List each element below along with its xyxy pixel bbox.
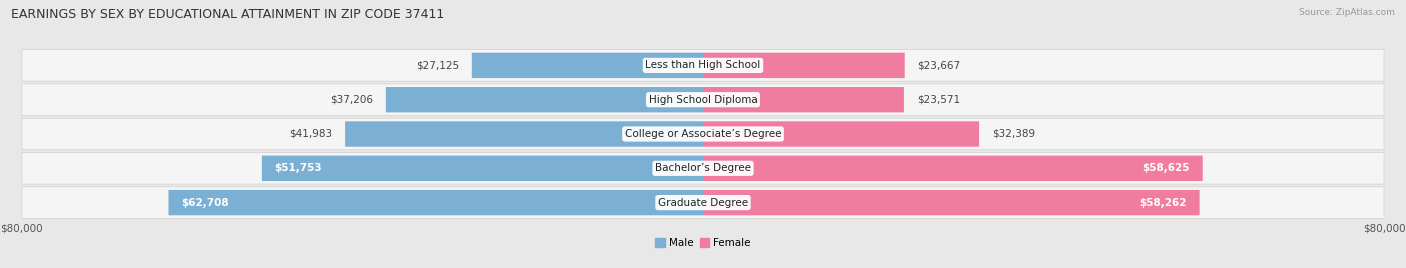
Text: $37,206: $37,206: [330, 95, 373, 105]
Text: $23,571: $23,571: [917, 95, 960, 105]
FancyBboxPatch shape: [703, 87, 904, 112]
Text: $23,667: $23,667: [918, 60, 960, 70]
FancyBboxPatch shape: [703, 156, 1202, 181]
Text: $58,262: $58,262: [1139, 198, 1187, 208]
Text: $41,983: $41,983: [290, 129, 332, 139]
FancyBboxPatch shape: [22, 50, 1384, 81]
FancyBboxPatch shape: [169, 190, 703, 215]
Text: $27,125: $27,125: [416, 60, 458, 70]
Text: College or Associate’s Degree: College or Associate’s Degree: [624, 129, 782, 139]
Text: Bachelor’s Degree: Bachelor’s Degree: [655, 163, 751, 173]
FancyBboxPatch shape: [703, 190, 1199, 215]
Text: EARNINGS BY SEX BY EDUCATIONAL ATTAINMENT IN ZIP CODE 37411: EARNINGS BY SEX BY EDUCATIONAL ATTAINMEN…: [11, 8, 444, 21]
Text: Source: ZipAtlas.com: Source: ZipAtlas.com: [1299, 8, 1395, 17]
Text: Graduate Degree: Graduate Degree: [658, 198, 748, 208]
Text: $58,625: $58,625: [1143, 163, 1189, 173]
FancyBboxPatch shape: [22, 118, 1384, 150]
Text: High School Diploma: High School Diploma: [648, 95, 758, 105]
FancyBboxPatch shape: [344, 121, 703, 147]
FancyBboxPatch shape: [262, 156, 703, 181]
FancyBboxPatch shape: [703, 53, 904, 78]
FancyBboxPatch shape: [22, 187, 1384, 218]
Legend: Male, Female: Male, Female: [651, 234, 755, 252]
FancyBboxPatch shape: [22, 84, 1384, 116]
Text: $32,389: $32,389: [991, 129, 1035, 139]
Text: $62,708: $62,708: [181, 198, 229, 208]
Text: Less than High School: Less than High School: [645, 60, 761, 70]
FancyBboxPatch shape: [385, 87, 703, 112]
Text: $51,753: $51,753: [274, 163, 322, 173]
FancyBboxPatch shape: [703, 121, 979, 147]
FancyBboxPatch shape: [22, 152, 1384, 184]
FancyBboxPatch shape: [472, 53, 703, 78]
